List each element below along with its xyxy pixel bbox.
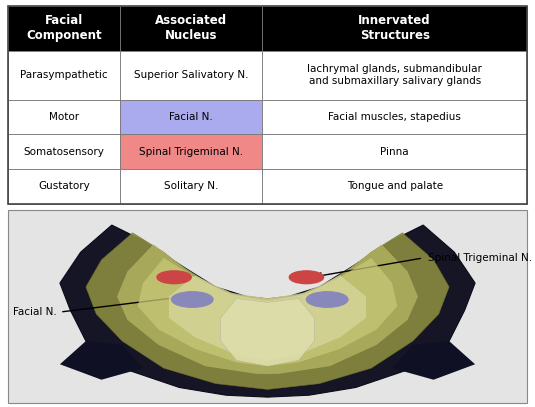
Bar [120, 134, 262, 169]
Text: lachrymal glands, submandibular
and submaxillary salivary glands: lachrymal glands, submandibular and subm… [307, 64, 482, 86]
Text: Spinal Trigeminal N.: Spinal Trigeminal N. [139, 147, 243, 157]
Bar [262, 100, 527, 134]
Text: Facial muscles, stapedius: Facial muscles, stapedius [328, 112, 461, 122]
Bar [8, 100, 120, 134]
Circle shape [289, 271, 324, 284]
Text: Facial N.: Facial N. [169, 112, 213, 122]
Text: Parasympathetic: Parasympathetic [20, 70, 108, 80]
Text: Innervated
Structures: Innervated Structures [358, 14, 431, 42]
Bar [120, 169, 262, 204]
Bar [8, 134, 120, 169]
Bar [120, 100, 262, 134]
Bar [262, 169, 527, 204]
Polygon shape [138, 258, 397, 366]
Bar [8, 6, 120, 51]
Polygon shape [60, 225, 475, 397]
Circle shape [157, 271, 191, 284]
Bar [262, 51, 527, 100]
Text: Facial N.: Facial N. [13, 307, 57, 317]
Text: Associated
Nucleus: Associated Nucleus [155, 14, 227, 42]
Circle shape [172, 292, 213, 307]
Text: Motor: Motor [49, 112, 79, 122]
Text: Tongue and palate: Tongue and palate [347, 181, 442, 191]
Polygon shape [392, 341, 475, 380]
Polygon shape [117, 244, 418, 374]
Text: Solitary N.: Solitary N. [164, 181, 218, 191]
Polygon shape [221, 299, 314, 366]
Circle shape [307, 292, 348, 307]
Text: Spinal Trigeminal N.: Spinal Trigeminal N. [429, 253, 532, 263]
Bar [262, 6, 527, 51]
Text: Pinna: Pinna [380, 147, 409, 157]
Polygon shape [60, 341, 143, 380]
Bar [8, 51, 120, 100]
Text: Gustatory: Gustatory [38, 181, 90, 191]
Polygon shape [169, 275, 366, 361]
Bar [120, 51, 262, 100]
Text: Superior Salivatory N.: Superior Salivatory N. [134, 70, 248, 80]
Text: Somatosensory: Somatosensory [24, 147, 104, 157]
Bar [8, 169, 120, 204]
Bar [120, 6, 262, 51]
Bar [262, 134, 527, 169]
Text: Facial
Component: Facial Component [26, 14, 102, 42]
Polygon shape [86, 233, 449, 389]
